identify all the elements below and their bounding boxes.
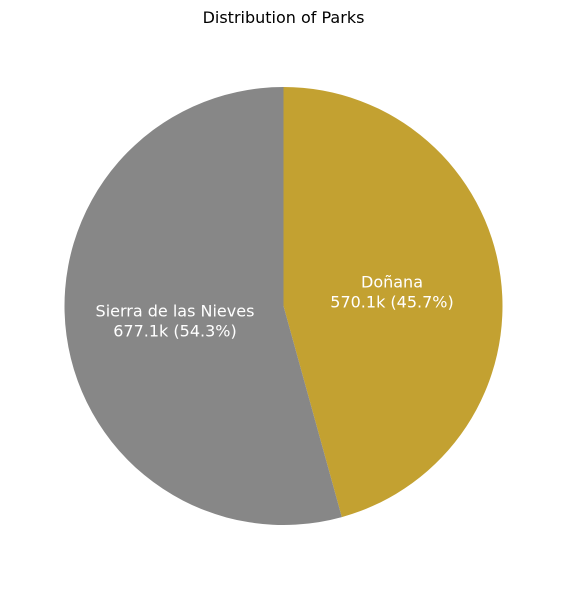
pie-slices — [64, 86, 503, 526]
chart-title: Distribution of Parks — [202, 8, 365, 27]
pie-labels: Doñana 570.1k (45.7%) Sierra de las Nieves… — [96, 272, 454, 340]
pie-slice-sierra-de-las-nieves — [64, 86, 342, 526]
pie-slice-do-ana — [283, 87, 503, 518]
pie-slice-label: Doñana 570.1k (45.7%) — [330, 272, 453, 311]
pie-slice-label: Sierra de las Nieves 677.1k (54.3%) — [96, 302, 255, 341]
